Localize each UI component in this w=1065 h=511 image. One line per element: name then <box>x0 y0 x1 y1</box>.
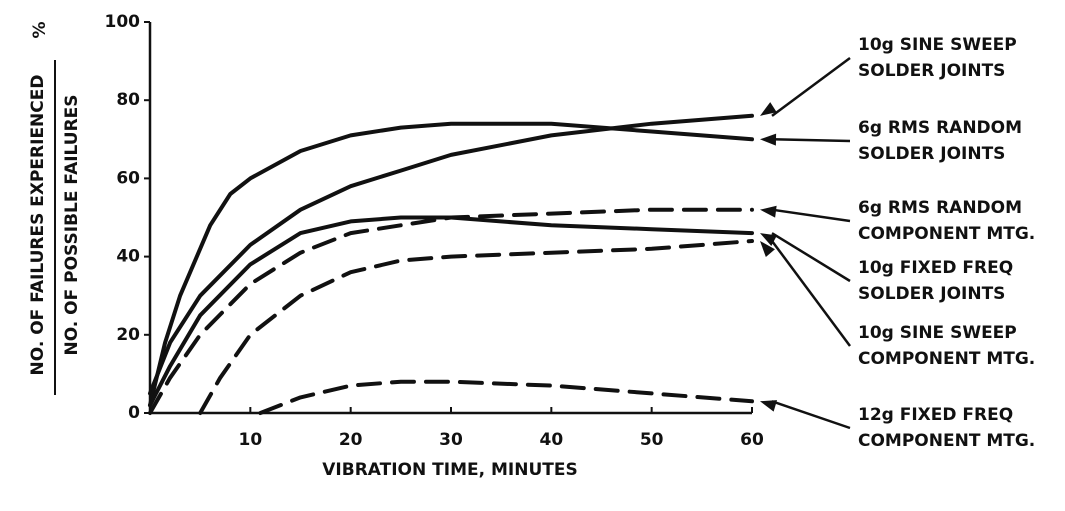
y-axis-label-top: NO. OF FAILURES EXPERIENCED <box>28 75 48 376</box>
series-label: COMPONENT MTG. <box>858 224 1035 244</box>
label-arrow <box>771 208 851 223</box>
series-line <box>148 113 754 396</box>
series-label: 10g FIXED FREQ <box>858 258 1013 278</box>
series-line <box>198 239 754 415</box>
series-label: 10g SINE SWEEP <box>858 323 1017 343</box>
x-axis-label: VIBRATION TIME, MINUTES <box>322 460 577 480</box>
y-tick-label: 80 <box>116 90 140 110</box>
y-tick-label: 60 <box>116 168 140 188</box>
label-arrow <box>771 56 851 117</box>
label-arrow <box>771 400 851 430</box>
label-arrow <box>770 240 852 347</box>
x-tick-label: 40 <box>539 430 563 450</box>
series-line <box>148 215 754 408</box>
arrow-head <box>760 205 777 218</box>
y-tick-label: 0 <box>128 403 140 423</box>
y-axis-label-bottom: NO. OF POSSIBLE FAILURES <box>62 94 82 355</box>
y-axis-unit: % <box>30 21 50 38</box>
series-label: 6g RMS RANDOM <box>858 118 1022 138</box>
series-label: 12g FIXED FREQ <box>858 405 1013 425</box>
x-tick-label: 50 <box>640 430 664 450</box>
x-tick-label: 30 <box>439 430 463 450</box>
arrow-head <box>760 133 777 146</box>
series-line <box>148 207 754 415</box>
label-arrow <box>771 232 851 283</box>
series-line <box>148 121 754 408</box>
x-tick-label: 60 <box>740 430 764 450</box>
x-tick-label: 20 <box>339 430 363 450</box>
arrow-head <box>760 102 777 116</box>
arrow-head <box>760 240 775 258</box>
series-label: SOLDER JOINTS <box>858 61 1005 81</box>
series-label: COMPONENT MTG. <box>858 431 1035 451</box>
series-label: 6g RMS RANDOM <box>858 198 1022 218</box>
series-label: SOLDER JOINTS <box>858 144 1005 164</box>
y-tick-label: 100 <box>105 12 141 32</box>
series-line <box>258 379 754 415</box>
label-arrow <box>771 138 851 143</box>
arrow-head <box>760 400 778 412</box>
x-tick-label: 10 <box>238 430 262 450</box>
series-label: COMPONENT MTG. <box>858 349 1035 369</box>
y-tick-label: 40 <box>116 247 140 267</box>
y-tick-label: 20 <box>116 325 140 345</box>
series-label: SOLDER JOINTS <box>858 284 1005 304</box>
series-label: 10g SINE SWEEP <box>858 35 1017 55</box>
